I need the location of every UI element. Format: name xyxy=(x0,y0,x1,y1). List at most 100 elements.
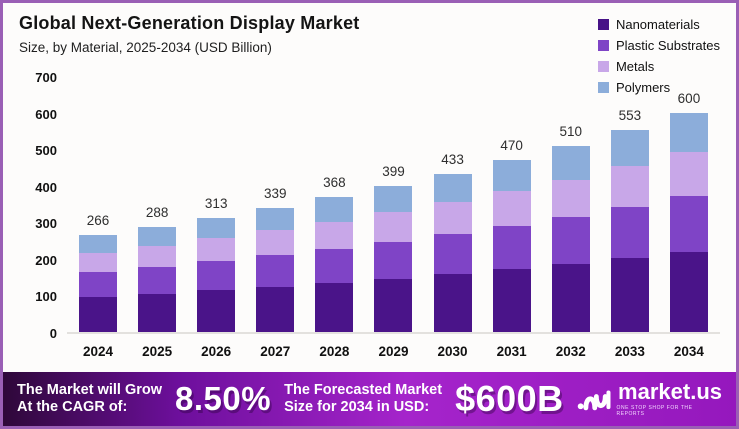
bar-total-label: 266 xyxy=(86,212,110,228)
brand-tagline: ONE STOP SHOP FOR THE REPORTS xyxy=(616,405,693,417)
bar-2027: 339 2027 xyxy=(256,78,295,359)
bar-segment-plastic-substrates xyxy=(669,196,708,252)
bar-segment-nanomaterials xyxy=(433,274,472,332)
stacked-bar-chart: 266 2024 288 2025 313 2026 339 2027 368 2028 399 20… xyxy=(67,78,720,359)
x-axis-label: 2026 xyxy=(201,344,232,359)
legend-item-plastic-substrates: Plastic Substrates xyxy=(597,35,720,56)
bar-segment-plastic-substrates xyxy=(138,266,177,294)
legend-swatch-nanomaterials-icon xyxy=(597,19,609,30)
brand-name: market.us xyxy=(618,379,722,404)
bar-segment-polymers xyxy=(374,186,413,213)
bar-segment-plastic-substrates xyxy=(492,225,531,270)
legend-swatch-polymers-icon xyxy=(597,82,609,93)
bar-total-label: 600 xyxy=(677,90,701,106)
bar-total-label: 433 xyxy=(441,151,464,167)
y-tick-label: 200 xyxy=(35,252,57,268)
legend-item-polymers: Polymers xyxy=(597,77,720,98)
bar-segment-polymers xyxy=(138,226,177,246)
bar-total-label: 470 xyxy=(500,138,523,154)
bar-2029: 399 2029 xyxy=(374,78,413,359)
x-axis-label: 2030 xyxy=(437,344,468,359)
forecast-value: $600B xyxy=(455,378,564,419)
legend-label: Polymers xyxy=(615,80,671,95)
bar-segment-metals xyxy=(138,245,177,267)
y-tick-label: 100 xyxy=(35,289,57,305)
legend-item-nanomaterials: Nanomaterials xyxy=(597,14,720,35)
y-tick-label: 500 xyxy=(35,143,57,159)
legend-label: Metals xyxy=(615,59,655,74)
forecast-label-line2: Size for 2034 in USD: xyxy=(284,399,430,415)
bar-segment-plastic-substrates xyxy=(551,216,590,264)
legend: Nanomaterials Plastic Substrates Metals … xyxy=(597,14,720,98)
bar-segment-nanomaterials xyxy=(138,293,177,332)
bar-total-label: 399 xyxy=(382,164,405,180)
cagr-label-line1: The Market will Grow xyxy=(17,382,163,399)
x-axis-label: 2031 xyxy=(496,344,527,359)
bar-segment-plastic-substrates xyxy=(610,206,649,259)
bar-segment-polymers xyxy=(433,173,472,203)
bar-2026: 313 2026 xyxy=(197,78,236,359)
bar-segment-plastic-substrates xyxy=(433,234,472,275)
bar-total-label: 368 xyxy=(323,175,346,191)
legend-label: Nanomaterials xyxy=(615,17,700,32)
bar-segment-nanomaterials xyxy=(197,290,236,332)
x-axis-label: 2032 xyxy=(555,344,586,359)
x-axis-label: 2028 xyxy=(319,344,350,359)
cagr-label-line2: At the CAGR of: xyxy=(17,399,128,415)
bar-segment-nanomaterials xyxy=(374,278,413,332)
bar-2025: 288 2025 xyxy=(138,78,177,359)
page-subtitle: Size, by Material, 2025-2034 (USD Billio… xyxy=(19,40,272,55)
y-tick-label: 700 xyxy=(35,70,57,85)
bar-segment-nanomaterials xyxy=(551,263,590,332)
bar-2028: 368 2028 xyxy=(315,78,354,359)
page-title: Global Next-Generation Display Market xyxy=(19,13,360,33)
x-axis-label: 2034 xyxy=(673,344,704,359)
bar-segment-nanomaterials xyxy=(79,296,117,332)
forecast-label: The Forecasted Market Size for 2034 in U… xyxy=(284,382,442,415)
bar-segment-metals xyxy=(551,179,590,217)
bar-segment-plastic-substrates xyxy=(374,241,413,279)
y-tick-label: 0 xyxy=(49,326,57,341)
bar-segment-polymers xyxy=(79,234,117,253)
y-tick-label: 300 xyxy=(35,216,57,232)
y-tick-label: 600 xyxy=(35,106,57,122)
bar-segment-metals xyxy=(79,252,117,273)
bar-segment-polymers xyxy=(315,197,354,222)
brand-text: market.us ONE STOP SHOP FOR THE REPORTS xyxy=(616,379,722,418)
bar-total-label: 288 xyxy=(145,204,169,220)
footer-banner: The Market will Grow At the CAGR of: 8.5… xyxy=(3,372,736,426)
bar-segment-metals xyxy=(610,166,649,207)
forecast-label-line1: The Forecasted Market xyxy=(284,382,443,399)
cagr-label: The Market will Grow At the CAGR of: xyxy=(17,382,162,415)
legend-swatch-plastic-substrates-icon xyxy=(597,40,609,51)
legend-swatch-metals-icon xyxy=(597,61,609,72)
bar-segment-polymers xyxy=(492,160,531,192)
y-tick-label: 400 xyxy=(35,179,57,195)
chart-header: Global Next-Generation Display Market Si… xyxy=(19,13,360,55)
bar-segment-plastic-substrates xyxy=(256,255,295,287)
bar-segment-plastic-substrates xyxy=(79,272,117,297)
bar-segment-metals xyxy=(315,221,354,249)
bar-segment-polymers xyxy=(610,129,649,167)
bar-total-label: 553 xyxy=(618,107,642,123)
x-axis-label: 2029 xyxy=(378,344,409,359)
bar-total-label: 339 xyxy=(264,186,287,202)
bar-segment-nanomaterials xyxy=(610,258,649,332)
x-axis-label: 2027 xyxy=(260,344,291,359)
bar-segment-polymers xyxy=(669,112,708,153)
legend-item-metals: Metals xyxy=(597,56,720,77)
bar-segment-plastic-substrates xyxy=(315,249,354,283)
bar-2031: 470 2031 xyxy=(492,78,531,359)
bar-segment-nanomaterials xyxy=(315,283,354,332)
bar-segment-polymers xyxy=(551,145,590,180)
bar-segment-plastic-substrates xyxy=(197,261,236,291)
bar-segment-polymers xyxy=(256,208,295,231)
bar-segment-nanomaterials xyxy=(669,251,708,332)
bar-2030: 433 2030 xyxy=(433,78,472,359)
bar-segment-metals xyxy=(374,212,413,242)
bar-total-label: 313 xyxy=(204,195,228,211)
x-axis-label: 2033 xyxy=(614,344,645,359)
bar-2034: 600 2034 xyxy=(669,78,708,359)
brand-logo: market.us ONE STOP SHOP FOR THE REPORTS xyxy=(577,381,722,417)
